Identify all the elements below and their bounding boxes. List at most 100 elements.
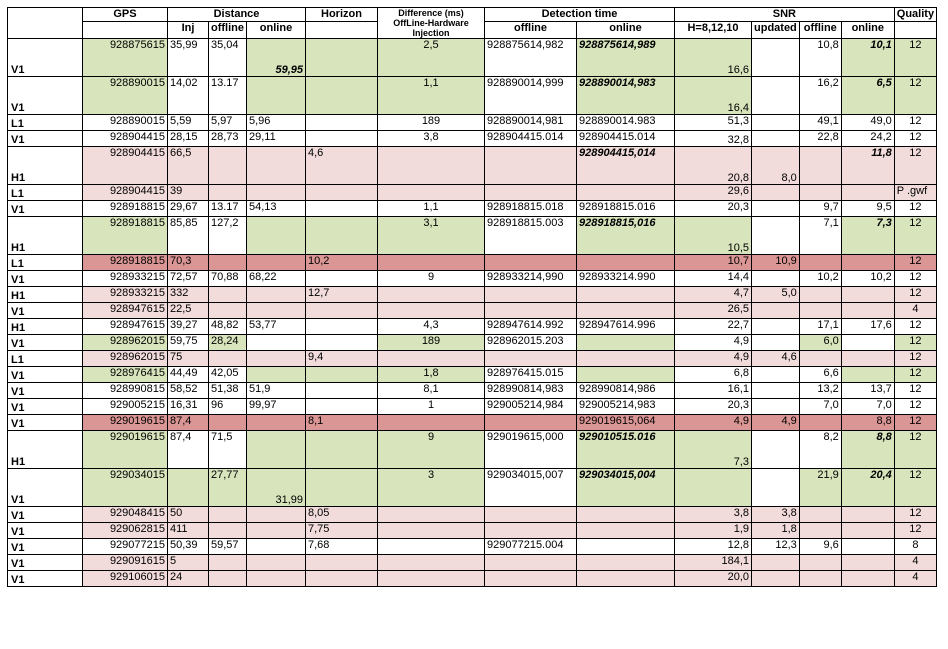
detector-cell: V1 — [7, 538, 83, 555]
table-row: V1 928875615 35,99 35,04 59,95 2,5 928875614,9… — [7, 38, 938, 77]
cell-hor — [305, 570, 378, 587]
cell-doff — [208, 146, 247, 185]
cell-don — [246, 350, 306, 367]
cell-ton — [576, 570, 675, 587]
cell-ton: 928904415,014 — [576, 146, 675, 185]
cell-q: 4 — [893, 554, 938, 571]
cell-hor: 12,7 — [305, 286, 378, 303]
cell-q: 12 — [893, 334, 938, 351]
cell-ton — [576, 506, 675, 523]
cell-hor — [305, 270, 378, 287]
cell-h: 51,3 — [674, 114, 752, 131]
cell-don — [246, 554, 306, 571]
cell-doff: 27,77 — [208, 468, 247, 507]
cell-inj: 14,02 — [167, 76, 209, 115]
detector-cell: V1 — [7, 414, 83, 431]
detector-cell: V1 — [7, 468, 83, 507]
table-row: H1 928904415 66,5 4,6 928904415,014 20,8 8,0 11… — [7, 146, 938, 185]
header-horizon-sub — [305, 21, 378, 39]
cell-diff: 3,8 — [377, 130, 485, 147]
cell-h: 20,3 — [674, 200, 752, 217]
cell-ton: 928875614,989 — [576, 38, 675, 77]
cell-son: 20,4 — [840, 468, 895, 507]
cell-doff — [208, 286, 247, 303]
cell-don — [246, 184, 306, 201]
cell-upd — [751, 184, 800, 201]
detector-cell: V1 — [7, 334, 83, 351]
cell-son: 10,1 — [840, 38, 895, 77]
header-inj: Inj — [167, 21, 209, 39]
cell-q: 12 — [893, 130, 938, 147]
cell-q: 12 — [893, 216, 938, 255]
detector-cell: V1 — [7, 130, 83, 147]
header-snr-offline: offline — [798, 21, 842, 39]
cell-doff: 48,82 — [208, 318, 247, 335]
cell-q: 12 — [893, 76, 938, 115]
table-row: H1 928947615 39,27 48,82 53,77 4,3 928947614.9… — [7, 318, 938, 335]
cell-toff — [484, 522, 577, 539]
table-row: H1 928933215 332 12,7 4,7 5,0 12 — [7, 286, 938, 303]
cell-diff — [377, 414, 485, 431]
cell-hor — [305, 382, 378, 399]
table-row: V1 929048415 50 8,05 3,8 3,8 12 — [7, 506, 938, 523]
cell-ton: 928890014,983 — [576, 76, 675, 115]
table-row: L1 928962015 75 9,4 4,9 4,6 12 — [7, 350, 938, 367]
cell-doff: 127,2 — [208, 216, 247, 255]
detector-cell: L1 — [7, 114, 83, 131]
cell-toff — [484, 146, 577, 185]
cell-upd: 4,9 — [751, 414, 800, 431]
header-detection-time: Detection time — [484, 6, 675, 23]
cell-inj: 59,75 — [167, 334, 209, 351]
cell-toff — [484, 286, 577, 303]
cell-soff: 7,1 — [798, 216, 842, 255]
cell-ton — [576, 334, 675, 351]
detector-cell: H1 — [7, 146, 83, 185]
cell-son — [840, 184, 895, 201]
cell-soff — [798, 254, 842, 271]
cell-don: 51,9 — [246, 382, 306, 399]
cell-upd — [751, 468, 800, 507]
cell-hor — [305, 554, 378, 571]
cell-ton — [576, 366, 675, 383]
header-snr-updated: updated — [751, 21, 800, 39]
cell-son: 8,8 — [840, 414, 895, 431]
header-quality-sub — [893, 21, 938, 39]
cell-ton — [576, 522, 675, 539]
cell-hor — [305, 430, 378, 469]
cell-gps: 928918815 — [82, 200, 168, 217]
cell-h: 10,7 — [674, 254, 752, 271]
cell-don — [246, 216, 306, 255]
cell-h: 16,6 — [674, 38, 752, 77]
cell-doff: 13.17 — [208, 200, 247, 217]
cell-hor — [305, 76, 378, 115]
cell-son — [840, 506, 895, 523]
cell-q: 12 — [893, 254, 938, 271]
cell-soff — [798, 184, 842, 201]
cell-upd — [751, 366, 800, 383]
cell-son: 11,8 — [840, 146, 895, 185]
cell-son — [840, 554, 895, 571]
detector-cell: H1 — [7, 286, 83, 303]
cell-h: 7,3 — [674, 430, 752, 469]
cell-doff — [208, 254, 247, 271]
cell-inj: 16,31 — [167, 398, 209, 415]
cell-toff: 928890014,981 — [484, 114, 577, 131]
cell-ton: 928918815.016 — [576, 200, 675, 217]
cell-don: 31,99 — [246, 468, 306, 507]
cell-q: 12 — [893, 318, 938, 335]
cell-toff — [484, 414, 577, 431]
cell-ton: 929034015,004 — [576, 468, 675, 507]
detector-cell: V1 — [7, 366, 83, 383]
detector-cell: V1 — [7, 506, 83, 523]
cell-gps: 928890015 — [82, 76, 168, 115]
cell-doff: 13.17 — [208, 76, 247, 115]
cell-ton: 929005214,983 — [576, 398, 675, 415]
cell-son: 10,2 — [840, 270, 895, 287]
injection-results-table: GPS Distance Horizon Difference (ms) Off… — [7, 6, 938, 587]
table-row: H1 929019615 87,4 71,5 9 929019615,000 9290105… — [7, 430, 938, 469]
cell-soff: 10,8 — [798, 38, 842, 77]
cell-don: 29,11 — [246, 130, 306, 147]
cell-inj: 50 — [167, 506, 209, 523]
cell-inj: 5 — [167, 554, 209, 571]
cell-son — [840, 334, 895, 351]
